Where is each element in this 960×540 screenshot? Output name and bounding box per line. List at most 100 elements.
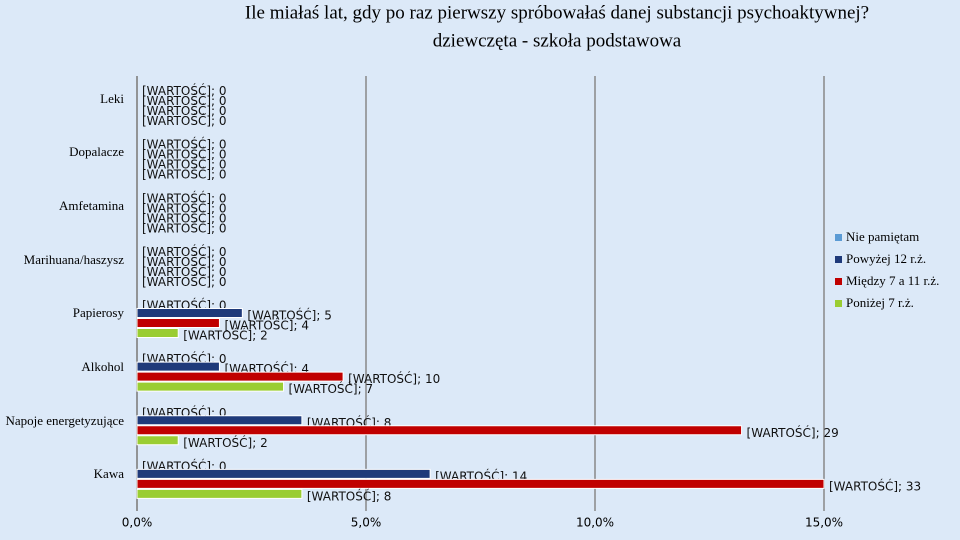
data-label-prefix: [WARTOŚĆ];: [142, 93, 215, 108]
data-label-prefix: [WARTOŚĆ];: [142, 200, 215, 215]
category-label: Dopalacze: [69, 144, 124, 160]
category-label: Napoje energetyzujące: [5, 412, 125, 428]
data-label-prefix: [WARTOŚĆ];: [142, 156, 215, 171]
data-label-count: 10: [425, 372, 440, 386]
category-label: Alkohol: [81, 358, 124, 374]
data-label-count: 0: [219, 157, 227, 171]
data-label-count: 0: [219, 114, 227, 128]
data-label: [WARTOŚĆ]; 0: [142, 93, 227, 108]
data-label: [WARTOŚĆ]; 0: [142, 103, 227, 118]
data-label-count: 0: [219, 147, 227, 161]
data-label-count: 0: [219, 84, 227, 98]
data-label-count: 7: [365, 382, 373, 396]
data-label: [WARTOŚĆ]; 33: [829, 478, 921, 493]
x-tick-label: 10,0%: [576, 516, 614, 530]
data-label-prefix: [WARTOŚĆ];: [142, 136, 215, 151]
data-label-prefix: [WARTOŚĆ];: [142, 263, 215, 278]
legend-swatch: [835, 278, 842, 285]
data-label-count: 0: [219, 459, 227, 473]
legend-swatch: [835, 234, 842, 241]
data-label-prefix: [WARTOŚĆ];: [142, 83, 215, 98]
data-label-count: 0: [219, 104, 227, 118]
chart-title: Ile miałaś lat, gdy po raz pierwszy spró…: [245, 2, 869, 23]
bar: [136, 435, 179, 446]
x-tick-label: 15,0%: [805, 516, 843, 530]
data-label: [WARTOŚĆ]; 7: [289, 381, 374, 396]
data-label-count: 2: [260, 435, 268, 449]
bar: [136, 381, 285, 392]
data-label: [WARTOŚĆ]; 0: [142, 253, 227, 268]
data-label-count: 2: [260, 328, 268, 342]
data-label: [WARTOŚĆ]; 2: [183, 327, 268, 342]
data-label-prefix: [WARTOŚĆ];: [142, 190, 215, 205]
x-tick-label: 0,0%: [122, 516, 153, 530]
bar: [136, 328, 179, 338]
data-label-prefix: [WARTOŚĆ];: [183, 434, 256, 449]
data-label-count: 0: [219, 244, 227, 258]
legend-label: Między 7 a 11 r.ż.: [846, 273, 939, 288]
legend-swatch: [835, 300, 842, 307]
data-label-prefix: [WARTOŚĆ];: [142, 210, 215, 225]
data-label-prefix: [WARTOŚĆ];: [142, 253, 215, 268]
data-label-count: 0: [219, 191, 227, 205]
bar: [136, 371, 344, 382]
legend-label: Poniżej 7 r.ż.: [846, 295, 914, 310]
data-label: [WARTOŚĆ]; 0: [142, 166, 227, 181]
data-label: [WARTOŚĆ]; 29: [747, 424, 839, 439]
bar: [136, 308, 243, 318]
data-label: [WARTOŚĆ]; 0: [142, 220, 227, 235]
data-label-prefix: [WARTOŚĆ];: [142, 243, 215, 258]
data-label-prefix: [WARTOŚĆ];: [142, 273, 215, 288]
data-label-prefix: [WARTOŚĆ];: [142, 113, 215, 128]
data-label-prefix: [WARTOŚĆ];: [224, 317, 297, 332]
data-label-count: 0: [219, 274, 227, 288]
category-label: Papierosy: [72, 305, 124, 321]
category-label: Amfetamina: [59, 198, 124, 214]
data-label-count: 8: [384, 489, 392, 503]
data-label-count: 5: [324, 308, 332, 322]
data-label: [WARTOŚĆ]; 0: [142, 136, 227, 151]
data-label-count: 0: [219, 254, 227, 268]
bar: [136, 318, 220, 328]
data-label-count: 0: [219, 264, 227, 278]
data-label-count: 29: [823, 425, 838, 439]
bar: [136, 425, 743, 436]
bar: [136, 415, 303, 426]
data-label-prefix: [WARTOŚĆ];: [183, 327, 256, 342]
data-label: [WARTOŚĆ]; 0: [142, 190, 227, 205]
category-label: Marihuana/haszysz: [23, 251, 124, 267]
data-label: [WARTOŚĆ]; 0: [142, 263, 227, 278]
data-label-count: 8: [384, 415, 392, 429]
data-label-prefix: [WARTOŚĆ];: [142, 103, 215, 118]
data-label: [WARTOŚĆ]; 0: [142, 156, 227, 171]
data-label: [WARTOŚĆ]; 0: [142, 243, 227, 258]
data-label: [WARTOŚĆ]; 0: [142, 210, 227, 225]
data-label-count: 0: [219, 211, 227, 225]
data-label-count: 33: [906, 479, 921, 493]
data-label-prefix: [WARTOŚĆ];: [142, 220, 215, 235]
legend-label: Nie pamiętam: [846, 229, 919, 244]
category-label: Kawa: [93, 466, 124, 482]
data-label-count: 0: [219, 167, 227, 181]
data-label-prefix: [WARTOŚĆ];: [142, 146, 215, 161]
bar: [136, 468, 431, 479]
chart-subtitle: dziewczęta - szkoła podstawowa: [433, 30, 682, 51]
data-label-prefix: [WARTOŚĆ];: [142, 166, 215, 181]
data-label: [WARTOŚĆ]; 0: [142, 83, 227, 98]
data-label-count: 0: [219, 298, 227, 312]
x-tick-label: 5,0%: [351, 516, 382, 530]
data-label: [WARTOŚĆ]; 0: [142, 200, 227, 215]
data-label: [WARTOŚĆ]; 0: [142, 113, 227, 128]
legend-label: Powyżej 12 r.ż.: [846, 251, 926, 266]
data-label-prefix: [WARTOŚĆ];: [247, 307, 320, 322]
data-label-count: 0: [219, 221, 227, 235]
data-label: [WARTOŚĆ]; 0: [142, 146, 227, 161]
bar: [136, 361, 220, 372]
bar: [136, 488, 303, 499]
data-label-count: 0: [219, 201, 227, 215]
data-label: [WARTOŚĆ]; 8: [307, 488, 392, 503]
data-label: [WARTOŚĆ]; 0: [142, 273, 227, 288]
data-label-count: 4: [301, 318, 309, 332]
